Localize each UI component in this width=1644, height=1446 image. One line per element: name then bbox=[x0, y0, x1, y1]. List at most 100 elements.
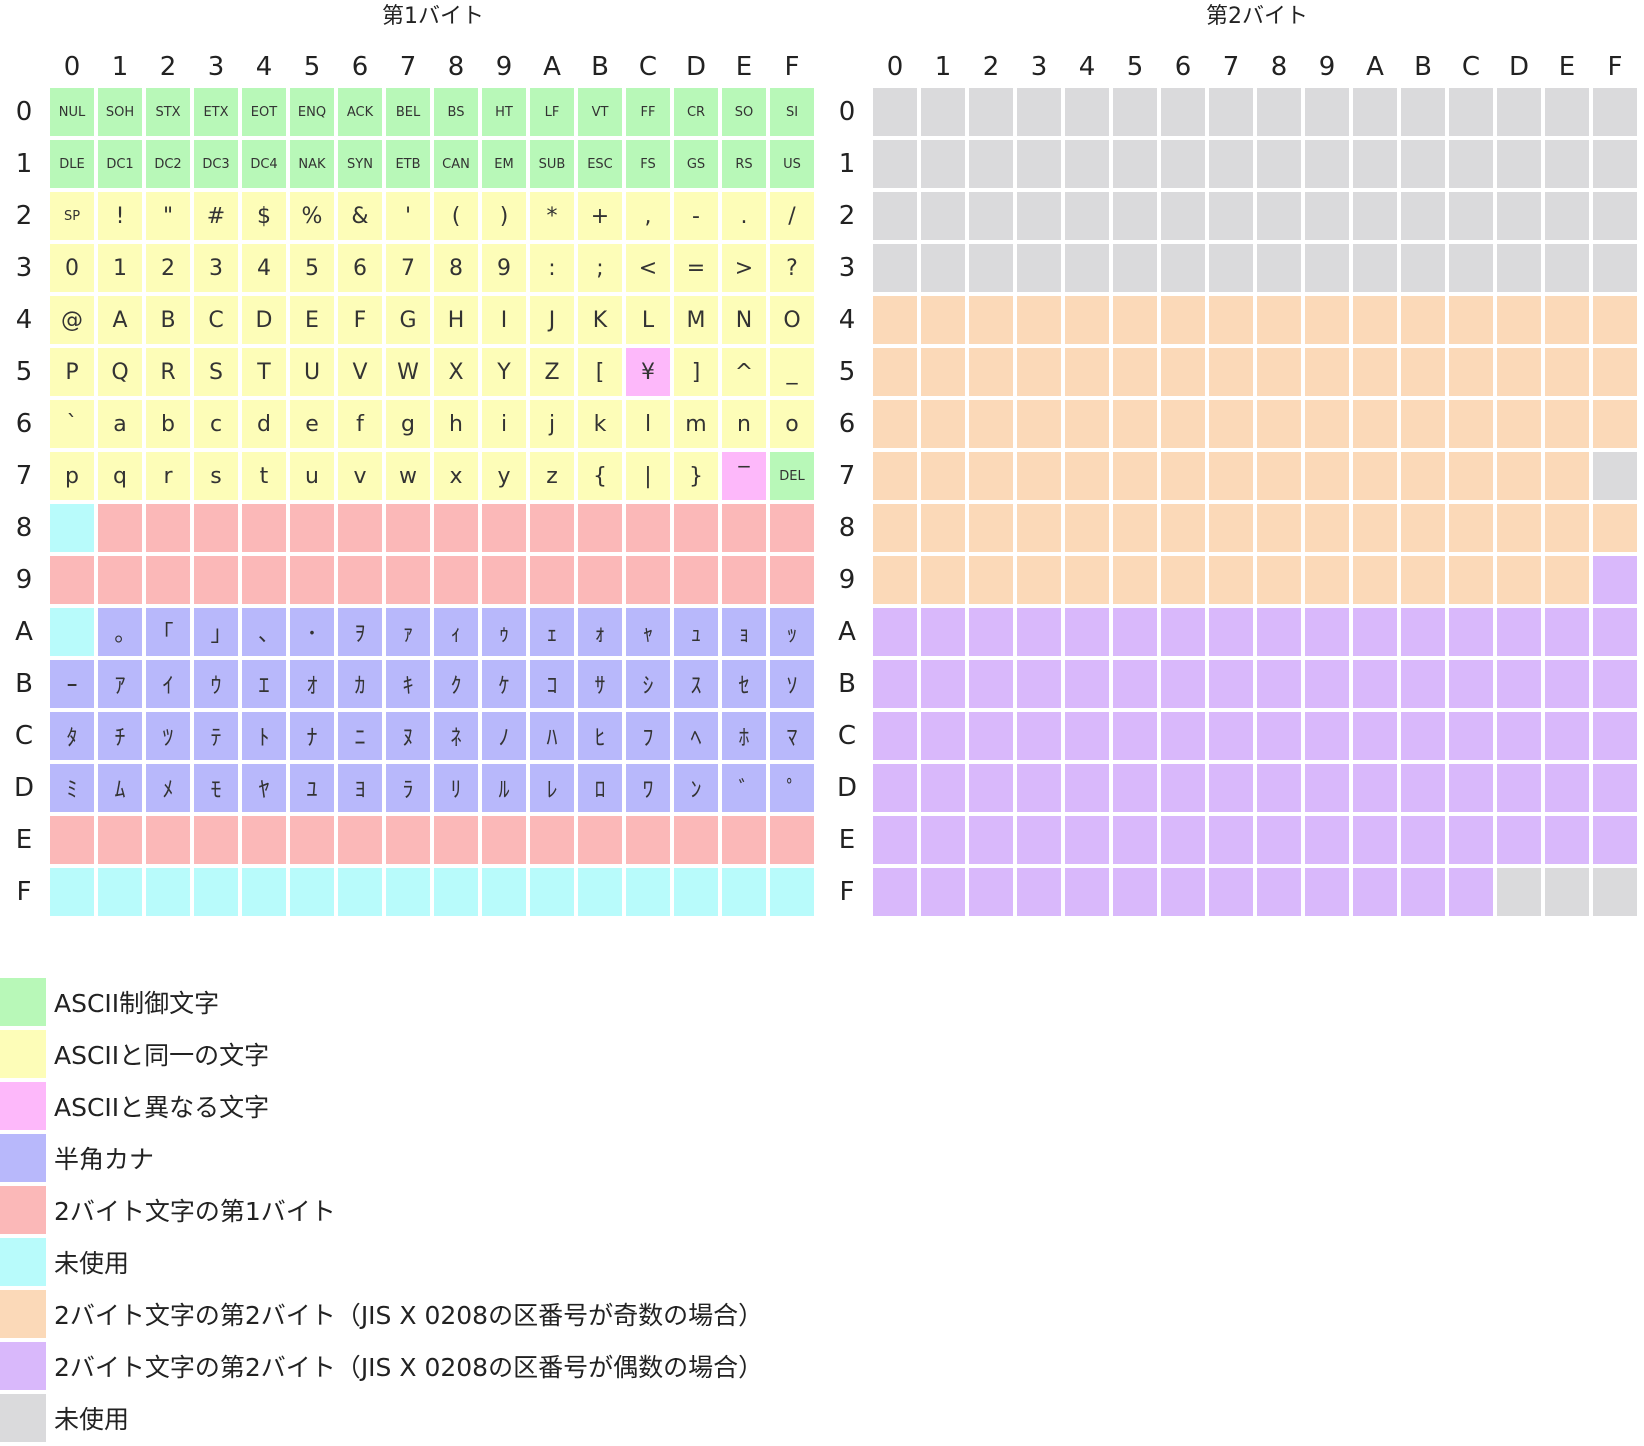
first-byte-cell-E2 bbox=[146, 816, 190, 864]
first-byte-row-header-A: A bbox=[15, 617, 33, 647]
first-byte-cell-03: ETX bbox=[194, 88, 238, 136]
first-byte-cell-F3 bbox=[194, 868, 238, 916]
second-byte-cell-68 bbox=[1257, 400, 1301, 448]
second-byte-cell-FB bbox=[1401, 868, 1445, 916]
first-byte-cell-2F: / bbox=[770, 192, 814, 240]
second-byte-cell-AE bbox=[1545, 608, 1589, 656]
first-byte-cell-0A: LF bbox=[530, 88, 574, 136]
first-byte-cell-C5: ﾅ bbox=[290, 712, 334, 760]
second-byte-cell-D4 bbox=[1065, 764, 1109, 812]
second-byte-cell-B8 bbox=[1257, 660, 1301, 708]
second-byte-cell-42 bbox=[969, 296, 1013, 344]
second-byte-cell-C5 bbox=[1113, 712, 1157, 760]
legend-label: 2バイト文字の第2バイト（JIS X 0208の区番号が偶数の場合） bbox=[54, 1353, 764, 1382]
first-byte-cell-53: S bbox=[194, 348, 238, 396]
second-byte-cell-E2 bbox=[969, 816, 1013, 864]
legend-item: 未使用 bbox=[0, 1238, 763, 1286]
first-byte-cell-97 bbox=[386, 556, 430, 604]
first-byte-cell-F4 bbox=[242, 868, 286, 916]
legend-swatch bbox=[0, 978, 46, 1026]
first-byte-cell-82 bbox=[146, 504, 190, 552]
second-byte-cell-4E bbox=[1545, 296, 1589, 344]
second-byte-cell-B0 bbox=[873, 660, 917, 708]
first-byte-cell-F1 bbox=[98, 868, 142, 916]
first-byte-cell-B2: ｲ bbox=[146, 660, 190, 708]
second-byte-cell-98 bbox=[1257, 556, 1301, 604]
second-byte-cell-2C bbox=[1449, 192, 1493, 240]
first-byte-cell-1C: FS bbox=[626, 140, 670, 188]
first-byte-cell-07: BEL bbox=[386, 88, 430, 136]
second-byte-cell-A2 bbox=[969, 608, 1013, 656]
first-byte-cell-27: ' bbox=[386, 192, 430, 240]
second-byte-cell-92 bbox=[969, 556, 1013, 604]
first-byte-cell-36: 6 bbox=[338, 244, 382, 292]
first-byte-cell-B5: ｵ bbox=[290, 660, 334, 708]
second-byte-cell-EB bbox=[1401, 816, 1445, 864]
second-byte-cell-AF bbox=[1593, 608, 1637, 656]
second-byte-cell-D5 bbox=[1113, 764, 1157, 812]
first-byte-cell-A9: ｩ bbox=[482, 608, 526, 656]
second-byte-cell-0D bbox=[1497, 88, 1541, 136]
first-byte-cell-84 bbox=[242, 504, 286, 552]
first-byte-cell-7F: DEL bbox=[770, 452, 814, 500]
second-byte-cell-87 bbox=[1209, 504, 1253, 552]
first-byte-cell-95 bbox=[290, 556, 334, 604]
second-byte-cell-DC bbox=[1449, 764, 1493, 812]
second-byte-cell-5A bbox=[1353, 348, 1397, 396]
second-byte-row-header-1: 1 bbox=[838, 149, 856, 179]
second-byte-cell-3C bbox=[1449, 244, 1493, 292]
legend-label: ASCII制御文字 bbox=[54, 989, 220, 1018]
second-byte-cell-F9 bbox=[1305, 868, 1349, 916]
second-byte-cell-F6 bbox=[1161, 868, 1205, 916]
first-byte-cell-C6: ﾆ bbox=[338, 712, 382, 760]
second-byte-cell-FA bbox=[1353, 868, 1397, 916]
second-byte-cell-E6 bbox=[1161, 816, 1205, 864]
first-byte-cell-61: a bbox=[98, 400, 142, 448]
first-byte-cell-35: 5 bbox=[290, 244, 334, 292]
legend-label: ASCIIと異なる文字 bbox=[54, 1093, 270, 1122]
second-byte-cell-43 bbox=[1017, 296, 1061, 344]
first-byte-cell-57: W bbox=[386, 348, 430, 396]
second-byte-cell-75 bbox=[1113, 452, 1157, 500]
second-byte-cell-CB bbox=[1401, 712, 1445, 760]
second-byte-cell-7F bbox=[1593, 452, 1637, 500]
first-byte-cell-08: BS bbox=[434, 88, 478, 136]
first-byte-cell-58: X bbox=[434, 348, 478, 396]
first-byte-cell-A1: ｡ bbox=[98, 608, 142, 656]
first-byte-cell-C3: ﾃ bbox=[194, 712, 238, 760]
first-byte-cell-8D bbox=[674, 504, 718, 552]
second-byte-cell-91 bbox=[921, 556, 965, 604]
first-byte-cell-63: c bbox=[194, 400, 238, 448]
second-byte-cell-A8 bbox=[1257, 608, 1301, 656]
first-byte-cell-7C: | bbox=[626, 452, 670, 500]
legend-item: ASCIIと同一の文字 bbox=[0, 1030, 763, 1078]
first-byte-cell-B8: ｸ bbox=[434, 660, 478, 708]
second-byte-row-header-E: E bbox=[838, 825, 856, 855]
legend-swatch bbox=[0, 1290, 46, 1338]
first-byte-cell-B6: ｶ bbox=[338, 660, 382, 708]
first-byte-cell-05: ENQ bbox=[290, 88, 334, 136]
first-byte-cell-F2 bbox=[146, 868, 190, 916]
first-byte-cell-80 bbox=[50, 504, 94, 552]
second-byte-cell-A5 bbox=[1113, 608, 1157, 656]
second-byte-cell-F4 bbox=[1065, 868, 1109, 916]
first-byte-cell-6A: j bbox=[530, 400, 574, 448]
first-byte-row-header-6: 6 bbox=[15, 409, 33, 439]
second-byte-cell-29 bbox=[1305, 192, 1349, 240]
second-byte-cell-E5 bbox=[1113, 816, 1157, 864]
legend-item: 2バイト文字の第1バイト bbox=[0, 1186, 763, 1234]
first-byte-cell-E9 bbox=[482, 816, 526, 864]
second-byte-cell-31 bbox=[921, 244, 965, 292]
first-byte-cell-B1: ｱ bbox=[98, 660, 142, 708]
second-byte-cell-8A bbox=[1353, 504, 1397, 552]
first-byte-cell-14: DC4 bbox=[242, 140, 286, 188]
legend-label: 2バイト文字の第2バイト（JIS X 0208の区番号が奇数の場合） bbox=[54, 1301, 764, 1330]
first-byte-cell-0C: FF bbox=[626, 88, 670, 136]
legend-swatch bbox=[0, 1082, 46, 1130]
second-byte-cell-94 bbox=[1065, 556, 1109, 604]
second-byte-cell-4C bbox=[1449, 296, 1493, 344]
first-byte-cell-BA: ｺ bbox=[530, 660, 574, 708]
first-byte-col-header-8: 8 bbox=[447, 52, 465, 82]
first-byte-cell-8C bbox=[626, 504, 670, 552]
second-byte-col-header-7: 7 bbox=[1222, 52, 1240, 82]
